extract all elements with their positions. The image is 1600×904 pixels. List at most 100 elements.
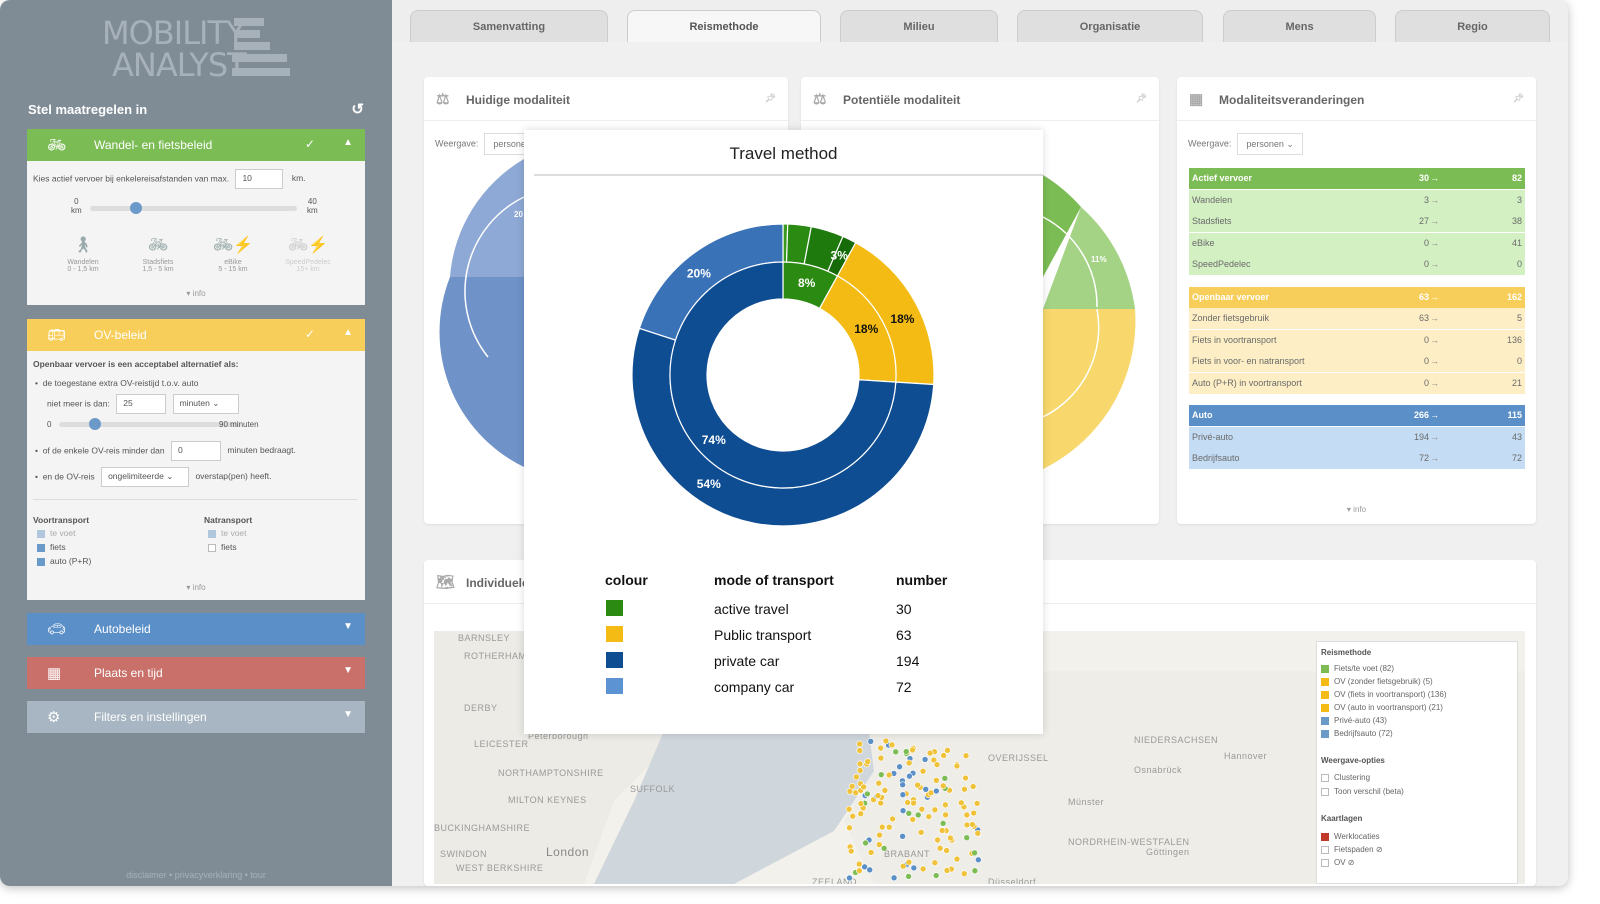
map-marker[interactable] [927, 789, 935, 797]
legend-item[interactable]: OV (auto in voortransport) (21) [1321, 703, 1443, 712]
checkbox[interactable] [1321, 690, 1329, 699]
map-marker[interactable] [941, 775, 949, 782]
legend-layer[interactable]: Fietspaden ⊘ [1321, 845, 1383, 854]
map-marker[interactable] [917, 829, 925, 836]
map-marker[interactable] [899, 862, 907, 870]
map-marker[interactable] [936, 844, 944, 852]
map-marker[interactable] [942, 811, 949, 819]
map-marker[interactable] [860, 783, 867, 791]
chevron-up-icon[interactable]: ▲ [343, 137, 353, 148]
map-marker[interactable] [973, 800, 981, 807]
map-marker[interactable] [855, 860, 863, 868]
map-marker[interactable] [953, 855, 961, 863]
map-marker[interactable] [845, 805, 853, 813]
map-marker[interactable] [857, 810, 865, 818]
map-marker[interactable] [896, 763, 903, 771]
map-marker[interactable] [856, 760, 864, 768]
legend-item[interactable]: OV (zonder fietsgebruik) (5) [1321, 677, 1433, 686]
map-marker[interactable] [888, 741, 896, 749]
weergave-select[interactable]: personen ⌄ [1237, 133, 1303, 155]
ov-extra-time-input[interactable]: 25 [116, 394, 167, 414]
checkbox[interactable] [1321, 832, 1329, 841]
map-marker[interactable] [963, 834, 971, 842]
map-marker[interactable] [962, 752, 970, 759]
map-marker[interactable] [938, 827, 946, 834]
map-marker[interactable] [892, 748, 900, 756]
checkbox[interactable] [208, 529, 216, 538]
map-marker[interactable] [877, 754, 885, 762]
ov-unit-select[interactable]: minuten ⌄ [172, 394, 239, 414]
map-marker[interactable] [875, 779, 883, 787]
map-marker[interactable] [918, 805, 926, 813]
legend-layer[interactable]: OV ⊘ [1321, 858, 1355, 867]
map-marker[interactable] [909, 816, 917, 823]
map-marker[interactable] [856, 740, 863, 748]
map-marker[interactable] [931, 806, 939, 814]
map-marker[interactable] [867, 849, 875, 856]
checkbox[interactable] [1321, 787, 1329, 796]
slider-knob[interactable] [89, 418, 102, 430]
map-marker[interactable] [910, 864, 918, 872]
checkbox[interactable] [1321, 858, 1329, 867]
map-marker[interactable] [921, 756, 929, 763]
map-marker[interactable] [881, 787, 889, 794]
legend-item[interactable]: Bedrijfsauto (72) [1321, 729, 1393, 738]
voor-option[interactable]: fiets [37, 542, 66, 552]
map-marker[interactable] [942, 801, 949, 809]
pin-icon[interactable]: 📌︎ [1512, 93, 1524, 103]
checkbox[interactable] [1321, 703, 1329, 712]
chevron-down-icon[interactable]: ▼ [343, 709, 353, 720]
map-marker[interactable] [909, 746, 916, 754]
legend-item[interactable]: Fiets/te voet (82) [1321, 664, 1394, 673]
map-marker[interactable] [905, 858, 913, 866]
map-marker[interactable] [910, 799, 917, 807]
reset-icon[interactable]: ↺ [351, 101, 364, 118]
mode-speedpedelec[interactable]: 🚲︎⚡ SpeedPedelec 15+ km [278, 235, 338, 273]
tab-reismethode[interactable]: Reismethode [627, 10, 821, 43]
eye-slash-icon[interactable]: ⊘ [1347, 858, 1355, 867]
map-marker[interactable] [947, 834, 954, 842]
map-marker[interactable] [953, 762, 961, 770]
legend-layer[interactable]: Werklocaties [1321, 832, 1380, 841]
map-marker[interactable] [866, 866, 874, 874]
map-marker[interactable] [867, 738, 875, 745]
pin-icon[interactable]: 📌︎ [764, 93, 776, 103]
map-marker[interactable] [880, 845, 888, 852]
chevron-down-icon[interactable]: ▼ [343, 665, 353, 676]
checkbox[interactable] [37, 557, 45, 566]
map-marker[interactable] [899, 807, 907, 814]
map-marker[interactable] [846, 788, 854, 795]
map-marker[interactable] [857, 800, 865, 807]
voor-option[interactable]: auto (P+R) [37, 556, 91, 566]
legend-item[interactable]: OV (fiets in voortransport) (136) [1321, 690, 1446, 699]
map-marker[interactable] [875, 841, 883, 848]
panel-filters-header[interactable]: ⚙ Filters en instellingen ▼ [27, 701, 365, 733]
map-marker[interactable] [856, 867, 863, 874]
info-link[interactable]: ▾ info [1346, 505, 1367, 514]
map-marker[interactable] [970, 809, 978, 817]
legend-option[interactable]: Clustering [1321, 773, 1370, 782]
map-marker[interactable] [874, 792, 882, 799]
map-marker[interactable] [922, 786, 930, 793]
tab-milieu[interactable]: Milieu [840, 10, 998, 42]
checkbox[interactable] [37, 543, 45, 552]
map-marker[interactable] [849, 812, 857, 820]
tab-mens[interactable]: Mens [1223, 10, 1376, 42]
map-marker[interactable] [899, 791, 907, 798]
panel-car-header[interactable]: 🚗︎ Autobeleid ▼ [27, 613, 365, 645]
footer-links[interactable]: disclaimer • privacyverklaring • tour [126, 870, 266, 880]
tab-samenvatting[interactable]: Samenvatting [410, 10, 608, 42]
voor-option[interactable]: te voet [37, 528, 76, 538]
map-marker[interactable] [878, 823, 886, 831]
legend-item[interactable]: Privé-auto (43) [1321, 716, 1387, 725]
map-marker[interactable] [939, 782, 947, 790]
map-marker[interactable] [853, 773, 860, 781]
checkbox[interactable] [1321, 664, 1329, 673]
map-marker[interactable] [864, 790, 871, 798]
map-marker[interactable] [926, 749, 934, 757]
tab-regio[interactable]: Regio [1395, 10, 1550, 42]
chevron-up-icon[interactable]: ▲ [343, 327, 353, 338]
map-marker[interactable] [904, 799, 911, 806]
map-marker[interactable] [906, 772, 913, 780]
mode-ebike[interactable]: 🚲︎⚡ eBike 5 - 15 km [203, 235, 263, 273]
